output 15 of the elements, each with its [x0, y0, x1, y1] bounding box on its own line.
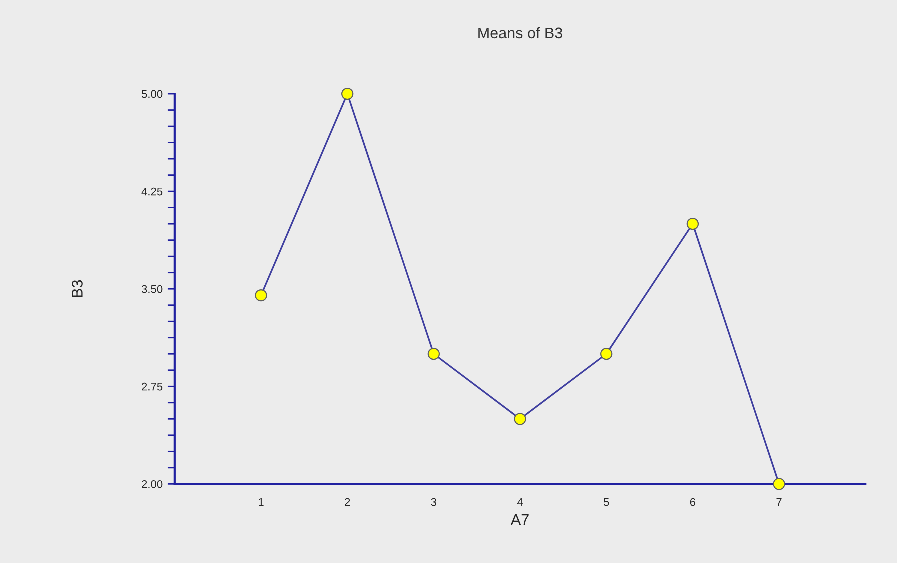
x-tick-label: 1 [259, 498, 264, 506]
x-tick-label: 5 [604, 498, 610, 506]
y-tick-label: 2.75 [142, 382, 163, 391]
y-tick-label: 2.00 [142, 480, 163, 488]
x-tick-label: 7 [776, 498, 782, 506]
y-axis-title: B3 [72, 280, 83, 298]
x-axis-title: A7 [510, 514, 529, 526]
y-tick-label: 4.25 [142, 188, 163, 196]
y-tick-label: 5.00 [142, 90, 163, 98]
x-tick-label: 2 [345, 498, 350, 506]
x-tick-label: 6 [690, 498, 696, 506]
y-tick-label: 3.50 [142, 285, 163, 294]
chart-title: Means of B3 [478, 27, 562, 39]
x-tick-label: 3 [431, 498, 437, 506]
x-tick-label: 4 [517, 498, 524, 506]
